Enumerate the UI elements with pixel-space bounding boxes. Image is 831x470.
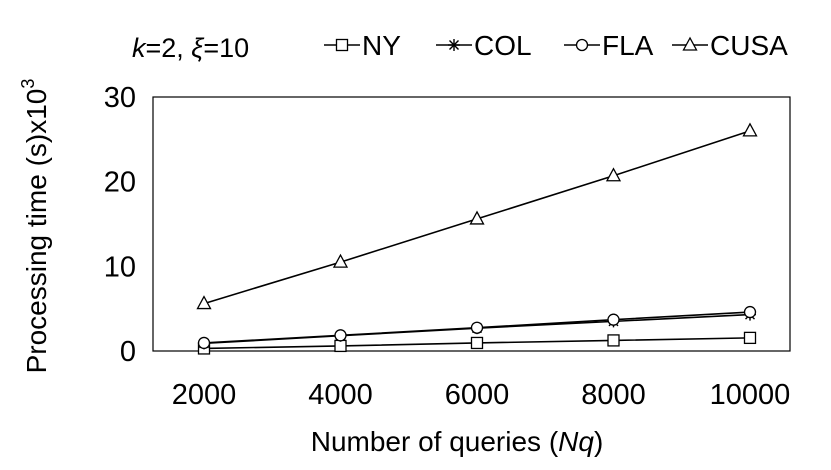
data-point-fla	[743, 305, 757, 319]
data-point-ny	[334, 339, 347, 353]
legend-item-cusa: CUSA	[672, 30, 788, 61]
legend-marker-col	[448, 39, 460, 51]
data-point-ny	[743, 331, 757, 345]
parameter-annotation: k=2, ξ=10	[132, 33, 249, 63]
y-axis: 0 10 20 30	[104, 82, 136, 368]
legend-label-ny: NY	[362, 30, 401, 61]
y-axis-title: Processing time (s)x103	[18, 79, 52, 374]
legend-label-fla: FLA	[602, 30, 654, 61]
legend-item-fla: FLA	[564, 30, 654, 61]
data-point-ny	[470, 336, 484, 350]
legend-item-col: COL	[436, 30, 532, 61]
x-tick-label: 8000	[581, 379, 646, 411]
y-tick-label: 10	[104, 251, 136, 283]
k-symbol: k	[132, 33, 147, 63]
xi-value: =10	[203, 33, 249, 63]
data-point-cusa	[196, 295, 212, 310]
data-point-cusa	[332, 253, 349, 268]
data-point-cusa	[469, 210, 485, 225]
data-point-fla	[334, 329, 347, 342]
data-point-fla	[470, 321, 484, 334]
x-axis-title-prefix: Number of queries (	[311, 426, 559, 457]
data-point-cusa	[605, 167, 622, 182]
y-axis-title-main: Processing time (s)x10	[21, 89, 52, 374]
xi-symbol: ξ	[191, 33, 205, 63]
x-tick-label: 2000	[172, 379, 237, 411]
legend-label-cusa: CUSA	[710, 30, 788, 61]
legend-item-ny: NY	[324, 30, 401, 61]
legend-label-col: COL	[474, 30, 532, 61]
plot-area-frame	[152, 96, 791, 352]
legend-marker-cusa	[682, 36, 698, 51]
x-axis: 2000 4000 6000 8000 10000	[172, 379, 791, 411]
y-tick-label: 20	[104, 167, 136, 199]
x-tick-label: 10000	[710, 379, 791, 411]
y-axis-title-sup: 3	[18, 79, 38, 89]
y-tick-label: 0	[120, 336, 136, 368]
x-axis-title-suffix: )	[594, 426, 603, 457]
x-tick-label: 6000	[445, 379, 510, 411]
y-tick-label: 30	[104, 82, 136, 114]
k-value: =2,	[146, 33, 192, 63]
legend-marker-ny	[335, 38, 349, 52]
series-layer	[196, 122, 758, 355]
legend-marker-fla	[575, 38, 589, 52]
x-axis-title: Number of queries (Nq)	[311, 426, 604, 457]
data-point-fla	[197, 336, 211, 350]
x-axis-title-italic: Nq	[558, 426, 594, 457]
x-tick-label: 4000	[308, 379, 373, 411]
legend: NY COL FLA CUSA	[324, 30, 788, 61]
data-point-fla	[607, 313, 620, 326]
data-point-ny	[607, 334, 620, 347]
data-point-cusa	[742, 122, 758, 137]
